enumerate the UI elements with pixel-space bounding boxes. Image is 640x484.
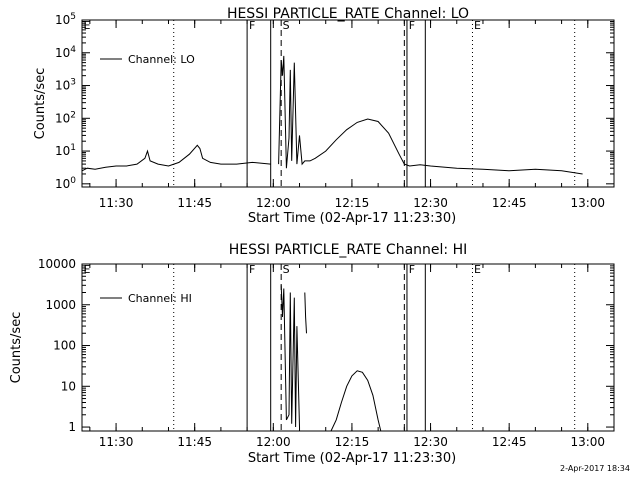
x-axis-title: Start Time (02-Apr-17 11:23:30) xyxy=(248,451,456,466)
y-tick-label: 100 xyxy=(53,339,76,353)
series-line xyxy=(304,292,307,334)
marker-label: S xyxy=(283,263,290,276)
x-tick-label: 11:45 xyxy=(177,435,212,449)
chart-panel-0: HESSI PARTICLE_RATE Channel: LO 100 101 102… xyxy=(33,6,615,226)
x-tick-label: 11:30 xyxy=(99,435,134,449)
marker-label: E xyxy=(474,19,481,32)
plot-frame xyxy=(81,263,615,432)
marker-label: F xyxy=(249,19,255,32)
x-axis-title: Start Time (02-Apr-17 11:23:30) xyxy=(248,211,456,226)
marker-label: E xyxy=(84,19,91,32)
legend-label: Channel: HI xyxy=(128,292,192,305)
series-line xyxy=(278,55,583,175)
y-tick-label: 1000 xyxy=(45,298,76,312)
series-line xyxy=(81,144,271,172)
y-tick-label: 10000 xyxy=(38,257,76,271)
x-tick-label: 12:45 xyxy=(492,435,527,449)
marker-label: E xyxy=(84,263,91,276)
series-line xyxy=(280,285,300,428)
x-tick-label: 13:00 xyxy=(570,435,605,449)
y-tick-label: 102 xyxy=(55,110,76,125)
marker-label: F xyxy=(409,263,415,276)
x-tick-label: 12:45 xyxy=(492,196,527,210)
marker-label: E xyxy=(474,263,481,276)
x-tick-label: 13:00 xyxy=(570,196,605,210)
legend-label: Channel: LO xyxy=(128,53,195,66)
x-tick-label: 12:30 xyxy=(413,196,448,210)
x-tick-label: 11:30 xyxy=(99,196,134,210)
footer-timestamp: 2-Apr-2017 18:34 xyxy=(560,464,630,473)
y-tick-label: 1 xyxy=(68,420,76,434)
y-tick-label: 100 xyxy=(55,176,76,191)
x-tick-label: 11:45 xyxy=(177,196,212,210)
y-tick-label: 103 xyxy=(55,78,76,93)
chart-title: HESSI PARTICLE_RATE Channel: LO xyxy=(227,6,469,22)
y-tick-label: 104 xyxy=(55,45,76,60)
marker-label: F xyxy=(249,263,255,276)
chart-panel-1: HESSI PARTICLE_RATE Channel: HI 1 10 100 100… xyxy=(9,242,615,466)
x-tick-label: 12:30 xyxy=(413,435,448,449)
marker-label: S xyxy=(283,19,290,32)
y-axis-title: Counts/sec xyxy=(9,312,24,384)
x-tick-label: 12:15 xyxy=(335,196,370,210)
x-tick-label: 12:00 xyxy=(256,196,291,210)
y-tick-label: 10 xyxy=(61,379,76,393)
series-line xyxy=(330,370,382,432)
x-tick-label: 12:00 xyxy=(256,435,291,449)
marker-label: F xyxy=(409,19,415,32)
y-axis-title: Counts/sec xyxy=(33,68,48,140)
plot-frame xyxy=(81,19,615,188)
x-tick-label: 12:15 xyxy=(335,435,370,449)
y-tick-label: 101 xyxy=(55,143,76,158)
chart-title: HESSI PARTICLE_RATE Channel: HI xyxy=(229,242,467,258)
y-tick-label: 105 xyxy=(55,12,76,27)
